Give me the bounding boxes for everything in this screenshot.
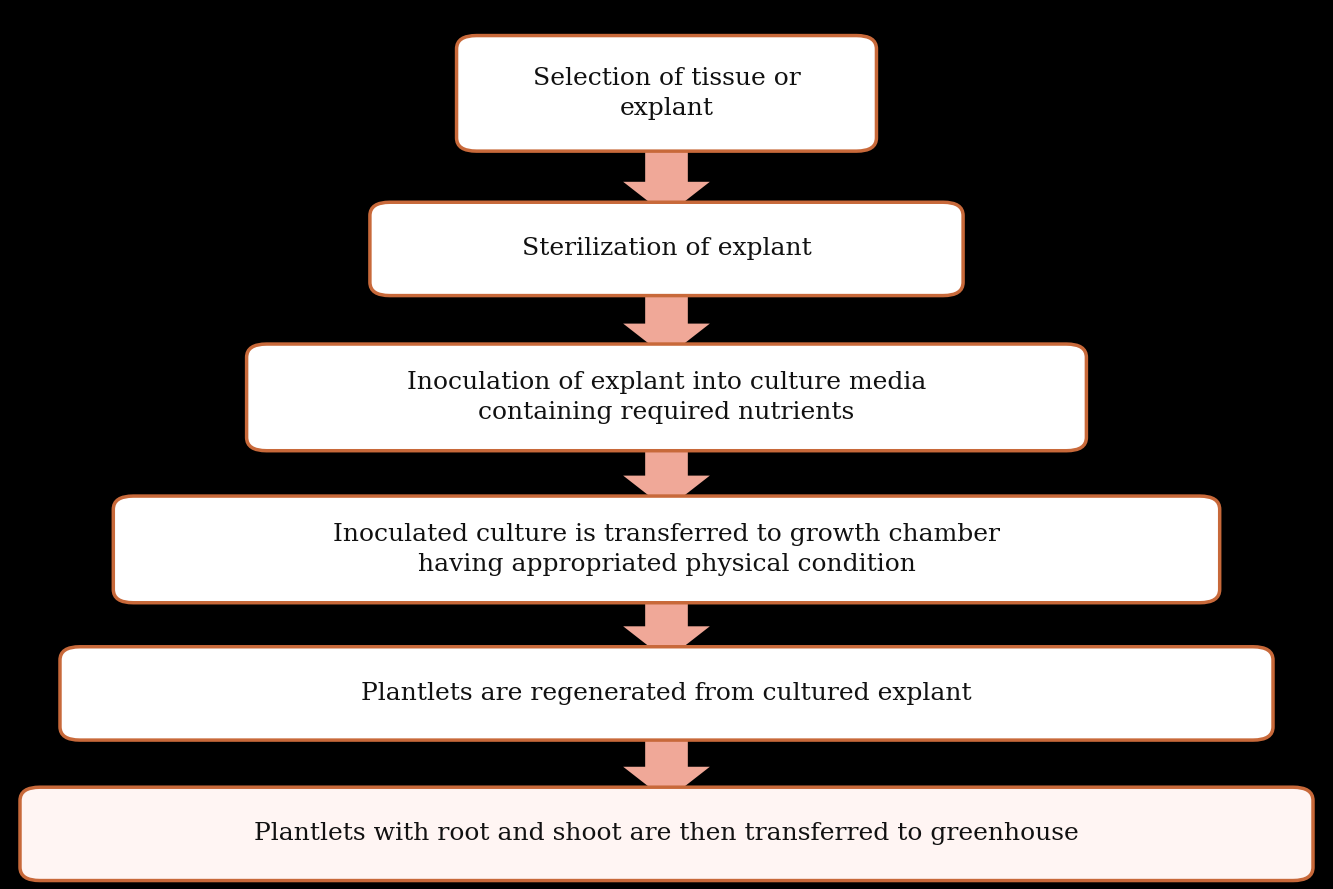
FancyBboxPatch shape bbox=[113, 496, 1220, 603]
Text: Selection of tissue or
explant: Selection of tissue or explant bbox=[533, 67, 800, 120]
FancyBboxPatch shape bbox=[60, 647, 1273, 740]
Polygon shape bbox=[624, 138, 709, 216]
Text: Inoculated culture is transferred to growth chamber
having appropriated physical: Inoculated culture is transferred to gro… bbox=[333, 523, 1000, 576]
FancyBboxPatch shape bbox=[20, 788, 1313, 880]
Polygon shape bbox=[624, 727, 709, 800]
FancyBboxPatch shape bbox=[369, 203, 962, 295]
Polygon shape bbox=[624, 283, 709, 357]
Polygon shape bbox=[624, 589, 709, 660]
Text: Sterilization of explant: Sterilization of explant bbox=[521, 237, 812, 260]
FancyBboxPatch shape bbox=[247, 344, 1086, 451]
Text: Plantlets with root and shoot are then transferred to greenhouse: Plantlets with root and shoot are then t… bbox=[255, 822, 1078, 845]
Text: Inoculation of explant into culture media
containing required nutrients: Inoculation of explant into culture medi… bbox=[407, 371, 926, 424]
Polygon shape bbox=[624, 437, 709, 509]
Text: Plantlets are regenerated from cultured explant: Plantlets are regenerated from cultured … bbox=[361, 682, 972, 705]
FancyBboxPatch shape bbox=[456, 36, 877, 151]
